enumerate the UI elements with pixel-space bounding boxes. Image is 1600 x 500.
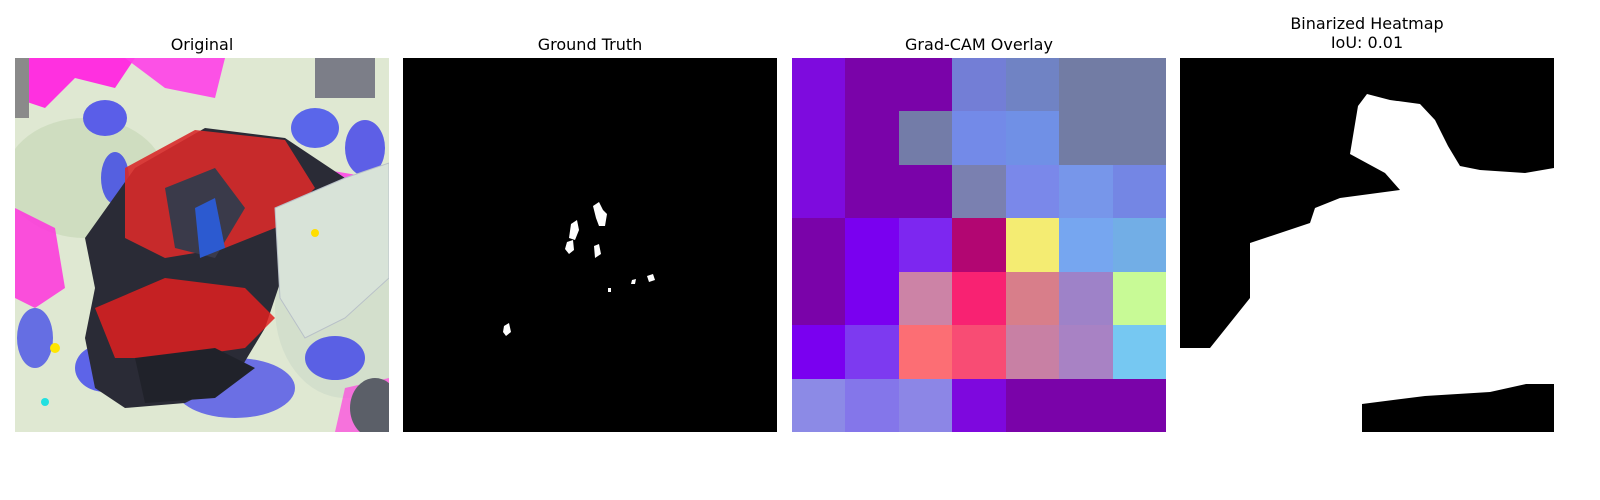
gradcam-cell-2-1 <box>845 165 899 218</box>
gradcam-cell-3-2 <box>899 218 952 272</box>
gradcam-cell-1-6 <box>1113 111 1166 165</box>
gradcam-cell-1-3 <box>952 111 1006 165</box>
gradcam-cell-5-6 <box>1113 325 1166 379</box>
gradcam-cell-3-6 <box>1113 218 1166 272</box>
gradcam-cell-3-5 <box>1059 218 1113 272</box>
gradcam-cell-4-2 <box>899 272 952 325</box>
gradcam-cell-2-6 <box>1113 165 1166 218</box>
iou-score-label: IoU: 0.01 <box>1330 33 1404 52</box>
gradcam-cell-1-5 <box>1059 111 1113 165</box>
gradcam-cell-5-1 <box>845 325 899 379</box>
gradcam-cell-3-4 <box>1006 218 1059 272</box>
gradcam-cell-1-4 <box>1006 111 1059 165</box>
binarized-heatmap-mask <box>1180 58 1554 432</box>
panel-title-binarized-heatmap: Binarized Heatmap IoU: 0.01 <box>1180 14 1554 52</box>
gradcam-cell-6-4 <box>1006 379 1059 432</box>
gradcam-cell-2-0 <box>792 165 845 218</box>
gradcam-cell-6-0 <box>792 379 845 432</box>
gradcam-cell-5-4 <box>1006 325 1059 379</box>
panel-title-gradcam-overlay: Grad-CAM Overlay <box>905 35 1053 54</box>
gradcam-cell-4-3 <box>952 272 1006 325</box>
gradcam-cell-5-3 <box>952 325 1006 379</box>
gradcam-cell-6-5 <box>1059 379 1113 432</box>
gradcam-cell-5-0 <box>792 325 845 379</box>
gradcam-cell-0-6 <box>1113 58 1166 111</box>
gradcam-cell-1-1 <box>845 111 899 165</box>
gradcam-cell-0-1 <box>845 58 899 111</box>
gradcam-cell-6-6 <box>1113 379 1166 432</box>
original-image <box>15 58 389 432</box>
gradcam-cell-2-3 <box>952 165 1006 218</box>
gradcam-cell-4-6 <box>1113 272 1166 325</box>
gradcam-cell-2-2 <box>899 165 952 218</box>
gradcam-cell-0-2 <box>899 58 952 111</box>
panel-title-ground-truth: Ground Truth <box>537 35 643 54</box>
gradcam-cell-2-5 <box>1059 165 1113 218</box>
gradcam-cell-0-0 <box>792 58 845 111</box>
gradcam-cell-0-5 <box>1059 58 1113 111</box>
gradcam-cell-4-0 <box>792 272 845 325</box>
gradcam-cell-0-3 <box>952 58 1006 111</box>
gradcam-cell-6-2 <box>899 379 952 432</box>
gradcam-cell-6-3 <box>952 379 1006 432</box>
gradcam-cell-5-5 <box>1059 325 1113 379</box>
gradcam-cell-1-0 <box>792 111 845 165</box>
gradcam-cell-3-1 <box>845 218 899 272</box>
gradcam-cell-4-5 <box>1059 272 1113 325</box>
gradcam-cell-3-0 <box>792 218 845 272</box>
binarized-heatmap-title: Binarized Heatmap <box>1290 14 1444 33</box>
gradcam-cell-2-4 <box>1006 165 1059 218</box>
gradcam-cell-6-1 <box>845 379 899 432</box>
gradcam-cell-4-1 <box>845 272 899 325</box>
gradcam-overlay-heatmap <box>792 58 1166 432</box>
ground-truth-mask <box>403 58 777 432</box>
gradcam-cell-1-2 <box>899 111 952 165</box>
gradcam-cell-3-3 <box>952 218 1006 272</box>
gradcam-cell-4-4 <box>1006 272 1059 325</box>
gradcam-cell-0-4 <box>1006 58 1059 111</box>
gradcam-cell-5-2 <box>899 325 952 379</box>
panel-title-original: Original <box>170 35 234 54</box>
